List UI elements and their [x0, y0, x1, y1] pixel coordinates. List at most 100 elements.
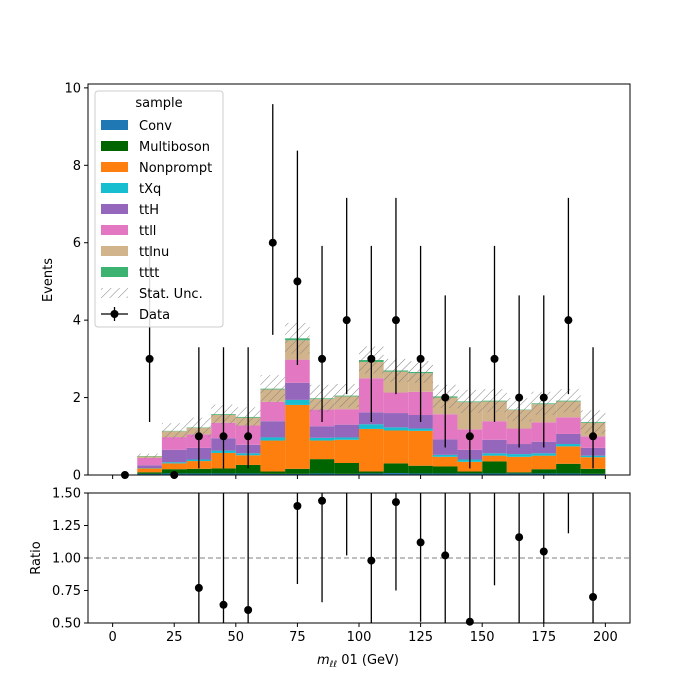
ratio-point-4 — [318, 496, 327, 505]
bar-nonprompt-bin-1 — [137, 468, 162, 473]
data-point-15 — [490, 354, 499, 363]
ratio-y-tick-label-4: 1.50 — [52, 487, 81, 502]
bar-multiboson-bin-1 — [137, 472, 162, 474]
ratio-y-tick-label-1: 0.75 — [52, 584, 81, 599]
bar-tth-bin-8 — [309, 426, 335, 438]
bar-conv-bin-10 — [359, 473, 384, 475]
bar-ttll-bin-15 — [482, 421, 507, 440]
bar-conv-bin-9 — [334, 473, 359, 475]
legend-label-ttlnu: ttlnu — [139, 245, 169, 260]
top-y-tick-label-0: 0 — [73, 469, 81, 484]
bar-tth-bin-18 — [556, 433, 581, 445]
ratio-point-0 — [194, 583, 203, 592]
bar-nonprompt-bin-10 — [359, 428, 384, 472]
bar-conv-bin-14 — [457, 473, 483, 475]
bar-tth-bin-1 — [137, 465, 162, 469]
x-tick-label-6: 150 — [470, 630, 495, 645]
bar-nonprompt-bin-12 — [408, 430, 433, 466]
bar-nonprompt-bin-11 — [383, 430, 409, 464]
bar-txq-bin-16 — [506, 454, 532, 457]
bar-nonprompt-bin-17 — [531, 455, 557, 470]
top-y-tick-label-5: 10 — [64, 81, 81, 96]
ratio-point-10 — [465, 617, 474, 626]
ratio-y-tick-label-3: 1.25 — [52, 519, 81, 534]
bar-conv-bin-4 — [211, 473, 236, 475]
x-tick-label-5: 125 — [408, 630, 433, 645]
bar-ttll-bin-11 — [383, 392, 409, 414]
bar-nonprompt-bin-13 — [432, 456, 458, 467]
data-point-11 — [391, 316, 400, 325]
bar-tth-bin-9 — [334, 424, 359, 438]
bar-multiboson-bin-18 — [556, 463, 581, 474]
legend-label-tth: ttH — [139, 203, 159, 218]
bar-txq-bin-11 — [383, 427, 409, 431]
legend-label-tttt: tttt — [139, 266, 159, 281]
bar-conv-bin-19 — [580, 473, 606, 475]
ratio-point-12 — [515, 533, 524, 542]
legend-label-multiboson: Multiboson — [139, 140, 210, 155]
x-tick-label-4: 100 — [347, 630, 372, 645]
ratio-point-7 — [391, 498, 400, 507]
legend-swatch-conv — [101, 120, 128, 130]
bar-multiboson-bin-3 — [186, 468, 212, 474]
bar-conv-bin-12 — [408, 473, 433, 475]
legend-swatch-nonprompt — [101, 162, 128, 172]
ratio-point-3 — [293, 502, 302, 510]
legend-label-conv: Conv — [139, 119, 172, 134]
ratio-point-15 — [589, 593, 598, 601]
bar-conv-bin-16 — [506, 473, 532, 475]
bar-nonprompt-bin-18 — [556, 446, 581, 464]
bar-multiboson-bin-11 — [383, 463, 409, 474]
bar-conv-bin-8 — [309, 473, 335, 475]
bar-txq-bin-2 — [161, 462, 187, 464]
bar-conv-bin-7 — [285, 473, 310, 475]
data-point-16 — [515, 393, 524, 402]
stat-unc-band-bin-6 — [260, 375, 286, 403]
data-point-6 — [268, 238, 277, 247]
stat-unc-band-bin-9 — [334, 384, 359, 408]
stat-unc-band-bin-2 — [161, 423, 187, 439]
bar-multiboson-bin-9 — [334, 462, 359, 474]
data-point-18 — [564, 316, 573, 325]
bar-conv-bin-3 — [186, 473, 212, 475]
ratio-panel: 0 25 50 75 100 125 150 175 200 0.50 0.75 1.00 1.25 1.… — [52, 487, 631, 645]
bar-tth-bin-2 — [161, 449, 187, 463]
bar-ttll-bin-7 — [285, 359, 310, 383]
x-tick-label-2: 50 — [228, 630, 245, 645]
legend-label-nonprompt: Nonprompt — [139, 161, 212, 176]
bar-txq-bin-8 — [309, 437, 335, 441]
data-point-17 — [539, 393, 548, 402]
bar-conv-bin-13 — [432, 473, 458, 475]
x-tick-label-0: 0 — [108, 630, 116, 645]
x-tick-label-8: 200 — [593, 630, 618, 645]
bar-multiboson-bin-5 — [235, 464, 261, 474]
x-axis-label-subscript: ℓℓ — [329, 660, 337, 670]
bar-txq-bin-13 — [432, 454, 458, 457]
legend-swatch-ttlnu — [101, 246, 128, 256]
ratio-point-2 — [244, 606, 253, 614]
top-y-tick-label-4: 8 — [73, 159, 81, 174]
stat-unc-band-bin-1 — [137, 453, 162, 459]
bar-multiboson-bin-4 — [211, 468, 236, 474]
bar-multiboson-bin-19 — [580, 468, 606, 474]
y-axis-label-ratio: Ratio — [29, 541, 44, 574]
bar-tth-bin-11 — [383, 413, 409, 428]
data-point-3 — [194, 432, 203, 441]
ratio-point-6 — [367, 556, 376, 565]
bar-multiboson-bin-17 — [531, 469, 557, 474]
bar-conv-bin-6 — [260, 473, 286, 475]
bar-nonprompt-bin-8 — [309, 440, 335, 460]
data-point-4 — [219, 432, 228, 441]
data-point-19 — [589, 432, 598, 441]
bar-txq-bin-15 — [482, 453, 507, 456]
data-point-9 — [342, 316, 351, 325]
legend-swatch-multiboson — [101, 141, 128, 151]
data-point-8 — [318, 354, 327, 363]
y-axis-label-events: Events — [41, 258, 56, 302]
data-point-12 — [416, 354, 425, 363]
bar-tth-bin-7 — [285, 382, 310, 400]
top-panel: 0 2 4 6 8 10 — [64, 81, 631, 484]
legend: sample Conv Multiboson Nonprompt tXq ttH ttll t… — [94, 90, 224, 328]
x-axis-label-rest: 01 (GeV) — [337, 653, 399, 668]
bar-ttll-bin-6 — [260, 401, 286, 422]
